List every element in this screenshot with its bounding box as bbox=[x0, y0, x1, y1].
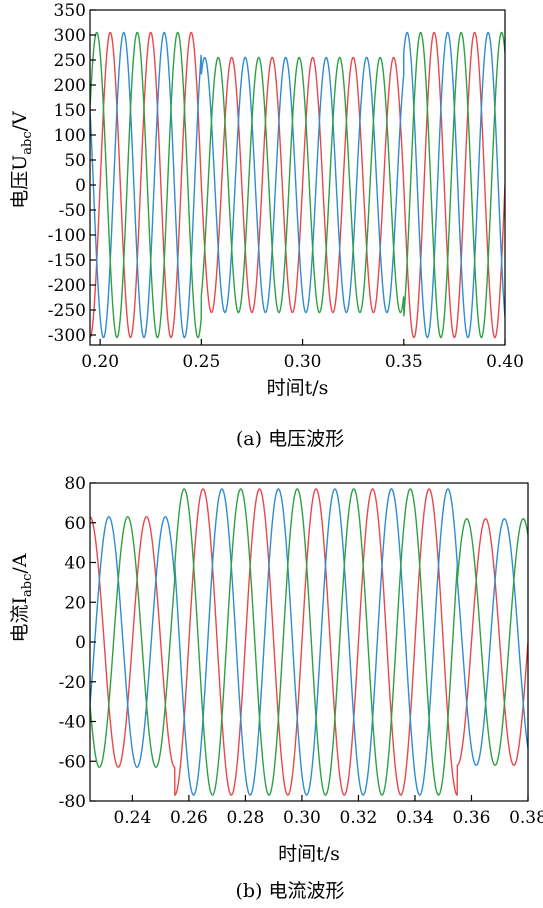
x-tick-label: 0.24 bbox=[113, 808, 151, 828]
series-line-3 bbox=[90, 488, 528, 796]
y-tick-label: -300 bbox=[48, 326, 86, 346]
y-tick-label: 0 bbox=[75, 633, 86, 653]
x-axis-label: 时间t/s bbox=[278, 843, 340, 865]
y-tick-label: -50 bbox=[59, 201, 86, 221]
x-tick-label: 0.26 bbox=[170, 808, 208, 828]
figure-caption: (b) 电流波形 bbox=[235, 880, 344, 902]
series-line-1 bbox=[90, 31, 505, 339]
y-tick-label: 100 bbox=[54, 126, 86, 146]
series-line-2 bbox=[90, 31, 505, 339]
y-tick-label: 150 bbox=[54, 101, 86, 121]
x-tick-label: 0.20 bbox=[81, 352, 119, 372]
x-tick-label: 0.30 bbox=[284, 352, 322, 372]
x-tick-label: 0.40 bbox=[486, 352, 524, 372]
series-group bbox=[90, 488, 528, 797]
y-tick-label: 350 bbox=[54, 1, 86, 21]
y-tick-label: -250 bbox=[48, 301, 86, 321]
y-axis-label: 电流Iabc/A bbox=[9, 553, 35, 642]
y-tick-label: 250 bbox=[54, 51, 86, 71]
y-tick-label: 50 bbox=[64, 151, 86, 171]
y-tick-label: 200 bbox=[54, 76, 86, 96]
y-tick-label: 0 bbox=[75, 176, 86, 196]
y-tick-label: -20 bbox=[59, 673, 86, 693]
series-line-1 bbox=[90, 488, 528, 797]
y-tick-label: -100 bbox=[48, 226, 86, 246]
series-line-3 bbox=[90, 31, 505, 339]
x-tick-label: 0.30 bbox=[283, 808, 321, 828]
x-tick-label: 0.25 bbox=[182, 352, 220, 372]
x-tick-label: 0.38 bbox=[509, 808, 543, 828]
y-tick-label: -40 bbox=[59, 713, 86, 733]
y-axis-label: 电压Uabc/V bbox=[9, 111, 35, 209]
x-tick-label: 0.32 bbox=[340, 808, 378, 828]
x-tick-label: 0.28 bbox=[226, 808, 264, 828]
y-tick-label: 20 bbox=[64, 593, 86, 613]
x-tick-label: 0.34 bbox=[396, 808, 434, 828]
figure-caption: (a) 电压波形 bbox=[236, 428, 344, 450]
x-tick-label: 0.35 bbox=[385, 352, 423, 372]
y-tick-label: 300 bbox=[54, 26, 86, 46]
series-line-2 bbox=[90, 488, 528, 796]
y-tick-label: -60 bbox=[59, 752, 86, 772]
chart-voltage: -300 -250 -200 -150 -100 -50 0 50 100 150 200 250 30… bbox=[9, 1, 524, 450]
x-tick-label: 0.36 bbox=[453, 808, 491, 828]
series-group bbox=[90, 31, 505, 339]
plot-frame bbox=[89, 9, 506, 346]
chart-current: -80 -60 -40 -20 0 20 40 60 80 0.24 0.26 0.28 0.30 0.3… bbox=[9, 474, 543, 902]
y-tick-label: 80 bbox=[64, 474, 86, 494]
x-axis-label: 时间t/s bbox=[267, 377, 329, 399]
y-tick-label: -80 bbox=[59, 792, 86, 812]
y-tick-label: 40 bbox=[64, 554, 86, 574]
y-tick-label: -200 bbox=[48, 276, 86, 296]
y-tick-label: -150 bbox=[48, 251, 86, 271]
y-tick-label: 60 bbox=[64, 514, 86, 534]
